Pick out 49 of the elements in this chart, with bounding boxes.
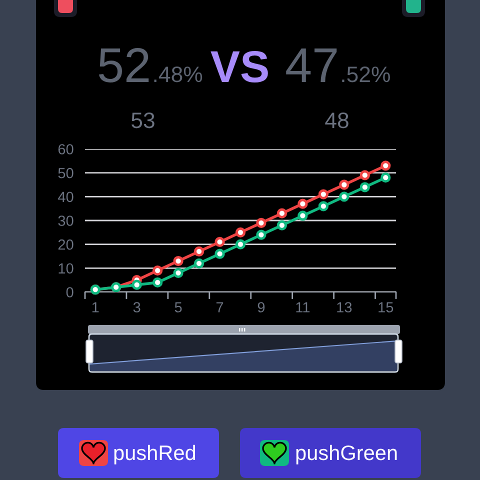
point	[214, 248, 225, 259]
text: 47	[286, 48, 337, 82]
y-tick-label: 60	[58, 144, 74, 154]
point	[173, 268, 184, 278]
point	[214, 236, 225, 248]
x-tick-label: 1	[92, 302, 99, 312]
point	[360, 170, 370, 180]
text: pushGreen	[296, 444, 397, 464]
point	[235, 239, 246, 250]
text: 52	[98, 48, 149, 82]
point	[152, 277, 163, 288]
text: 53	[132, 112, 154, 128]
point	[256, 218, 266, 228]
y-tick-label: 0	[66, 287, 74, 298]
y-tick-label: 50	[58, 168, 74, 178]
point	[276, 220, 288, 230]
x-tick-label: 13	[337, 302, 352, 312]
point	[298, 210, 308, 221]
point	[380, 160, 391, 171]
x-tick-label: 9	[258, 302, 265, 312]
point	[360, 182, 370, 192]
text: pushRed	[114, 444, 196, 464]
point	[276, 208, 288, 218]
text: .52%	[342, 66, 390, 82]
y-tick-label: 10	[58, 263, 74, 274]
point	[318, 189, 329, 200]
point	[235, 227, 246, 238]
point	[132, 280, 142, 290]
point	[318, 201, 329, 212]
point	[339, 180, 350, 190]
point	[256, 230, 266, 240]
point	[298, 198, 308, 209]
x-tick-label: 5	[174, 302, 182, 312]
y-tick-label: 40	[58, 192, 74, 202]
text: .48%	[154, 66, 202, 82]
point	[194, 246, 204, 257]
y-tick-label: 30	[58, 216, 74, 226]
x-tick-label: 7	[216, 302, 224, 312]
text: 48	[325, 112, 348, 128]
point	[152, 265, 163, 276]
x-tick-label: 3	[133, 302, 140, 312]
x-tick-label: 11	[296, 302, 310, 312]
point	[194, 258, 204, 268]
point	[339, 192, 350, 202]
point	[380, 172, 391, 183]
text: VS	[210, 50, 268, 82]
y-tick-label: 20	[58, 239, 74, 250]
x-tick-label: 15	[378, 302, 394, 312]
point	[173, 256, 184, 266]
